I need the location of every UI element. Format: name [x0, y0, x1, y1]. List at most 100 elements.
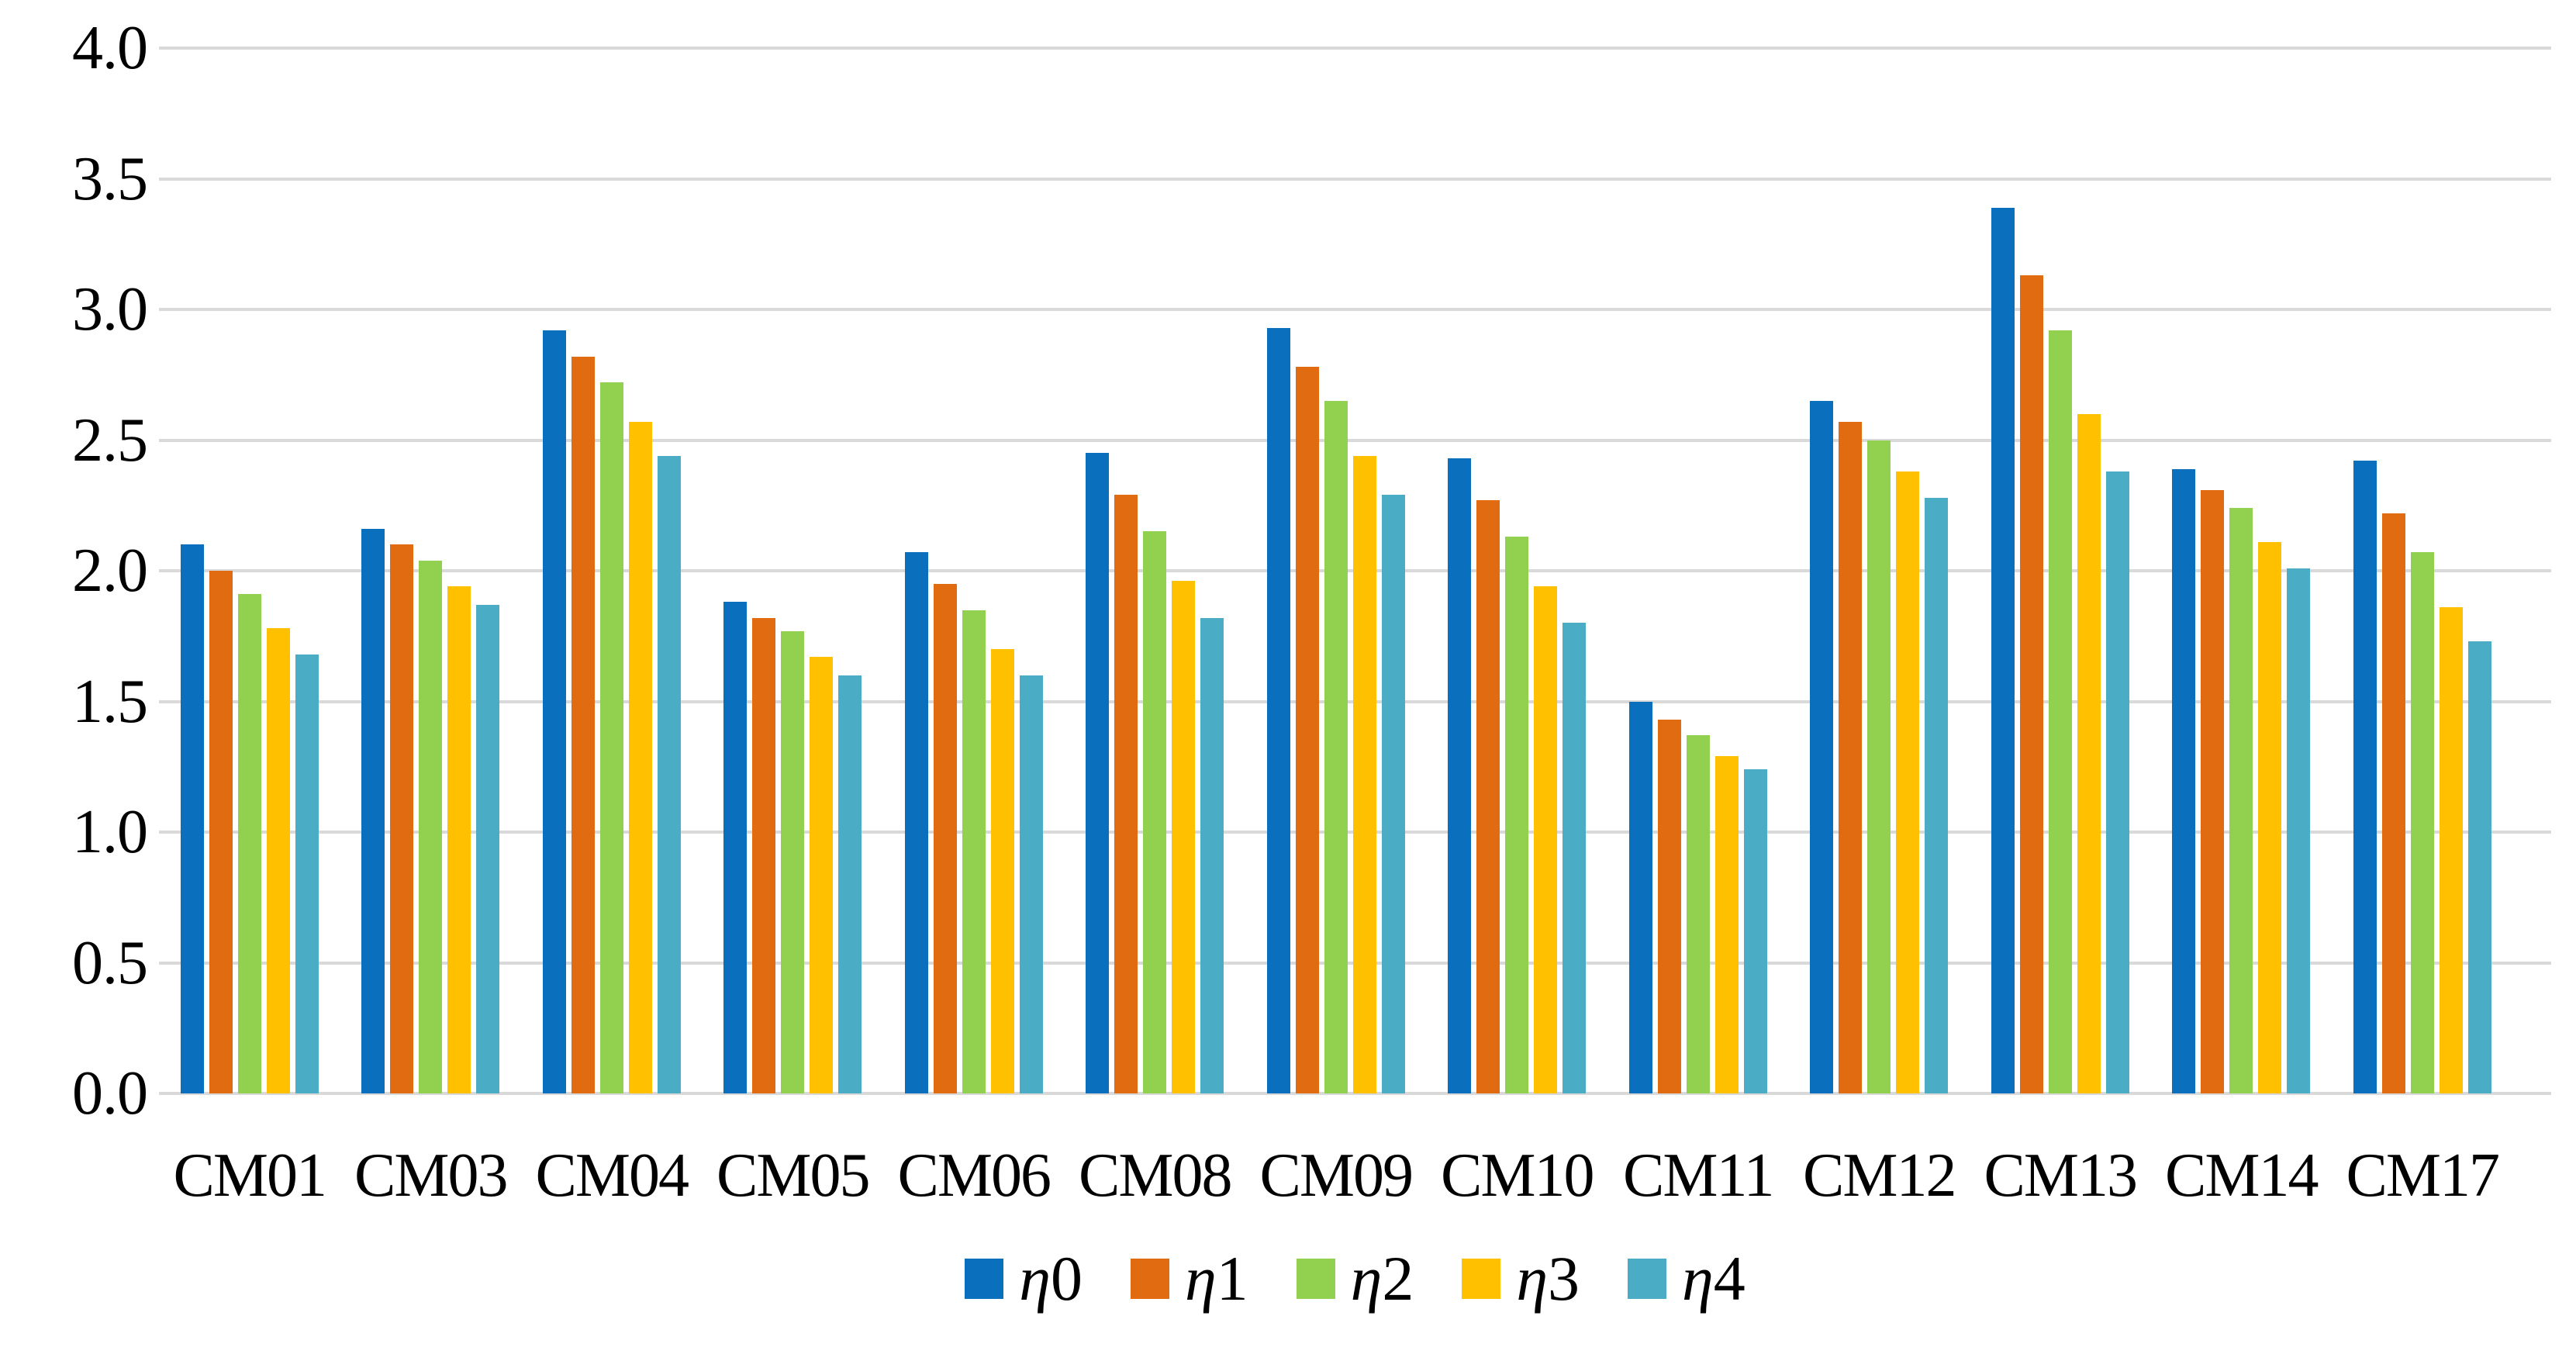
bar-CM05-η3 [810, 657, 834, 1093]
bar-CM08-η2 [1143, 531, 1167, 1093]
bar-CM08-η3 [1172, 581, 1196, 1093]
bar-CM11-η2 [1686, 735, 1710, 1093]
bar-CM13-η2 [2048, 330, 2072, 1093]
bar-CM13-η1 [2019, 275, 2043, 1093]
legend-label: η1 [1184, 1243, 1248, 1314]
x-tick-label-CM14: CM14 [2165, 1141, 2319, 1210]
bar-CM10-η4 [1563, 623, 1587, 1093]
bar-CM12-η3 [1896, 471, 1920, 1093]
bar-CM17-η2 [2410, 552, 2434, 1093]
bar-CM05-η2 [781, 630, 805, 1093]
bar-CM10-η3 [1534, 586, 1558, 1093]
bar-CM03-η1 [390, 544, 414, 1093]
bar-CM11-η0 [1628, 701, 1652, 1093]
bar-CM03-η0 [361, 529, 385, 1093]
bar-CM14-η1 [2201, 489, 2225, 1093]
bar-CM09-η3 [1352, 455, 1376, 1093]
bar-CM04-η4 [657, 455, 681, 1093]
legend-item-η4: η4 [1628, 1247, 1746, 1311]
legend-swatch-icon [1628, 1259, 1667, 1299]
bar-CM05-η4 [838, 675, 862, 1093]
bar-CM09-η0 [1266, 327, 1290, 1093]
bar-CM12-η0 [1810, 400, 1834, 1093]
bar-CM17-η3 [2439, 607, 2463, 1093]
legend-label: η0 [1019, 1243, 1083, 1314]
bar-CM05-η1 [752, 617, 776, 1093]
gridline-y-2.5 [159, 438, 2551, 442]
x-tick-label-CM13: CM13 [1984, 1141, 2138, 1210]
y-tick-label-4.0: 4.0 [72, 14, 148, 82]
bar-CM14-η3 [2258, 541, 2282, 1093]
bar-CM13-η0 [1991, 207, 2015, 1093]
bar-CM04-η2 [599, 382, 623, 1093]
bar-CM01-η1 [209, 571, 233, 1093]
bar-CM17-η4 [2467, 641, 2491, 1093]
bar-CM14-η4 [2287, 568, 2311, 1093]
bar-CM09-η4 [1381, 495, 1405, 1093]
bar-CM04-η3 [628, 421, 652, 1093]
bar-CM03-η2 [419, 560, 443, 1093]
bar-CM01-η3 [266, 628, 290, 1093]
y-tick-label-3.0: 3.0 [72, 275, 148, 344]
y-tick-label-2.5: 2.5 [72, 406, 148, 475]
bar-CM11-η1 [1657, 720, 1681, 1093]
x-tick-label-CM03: CM03 [354, 1141, 508, 1210]
bar-CM08-η4 [1200, 617, 1224, 1093]
legend-item-η1: η1 [1130, 1243, 1248, 1314]
y-tick-label-2.0: 2.0 [72, 537, 148, 605]
legend-swatch-icon [965, 1259, 1004, 1299]
bar-CM14-η2 [2229, 508, 2253, 1093]
x-tick-label-CM11: CM11 [1622, 1141, 1775, 1210]
x-tick-label-CM17: CM17 [2346, 1141, 2500, 1210]
bar-CM12-η2 [1867, 440, 1891, 1093]
bar-CM01-η4 [295, 654, 319, 1093]
legend-label: η2 [1350, 1243, 1414, 1314]
x-tick-label-CM01: CM01 [173, 1141, 327, 1210]
plot-area [159, 47, 2551, 1095]
chart-legend: η0 η1 η2 η3 η4 [159, 1247, 2551, 1311]
legend-swatch-icon [1462, 1259, 1501, 1299]
bar-CM06-η2 [962, 610, 986, 1093]
gridline-y-3.5 [159, 177, 2551, 181]
bar-CM12-η4 [1925, 497, 1949, 1093]
bar-CM03-η3 [447, 586, 471, 1093]
y-tick-label-3.5: 3.5 [72, 144, 148, 213]
bar-CM13-η3 [2077, 413, 2101, 1093]
bar-CM03-η4 [476, 604, 500, 1093]
legend-item-η3: η3 [1462, 1247, 1580, 1311]
bar-CM14-η0 [2172, 468, 2196, 1093]
legend-item-η0: η0 [965, 1247, 1083, 1311]
bar-CM01-η0 [180, 544, 204, 1093]
bar-CM11-η4 [1743, 769, 1767, 1093]
bar-CM09-η1 [1295, 367, 1319, 1093]
x-tick-label-CM09: CM09 [1259, 1141, 1414, 1210]
bar-CM17-η0 [2353, 461, 2377, 1093]
bar-CM10-η2 [1505, 537, 1529, 1093]
bar-CM10-η1 [1476, 500, 1500, 1093]
bar-CM06-η1 [933, 583, 957, 1093]
bar-CM01-η2 [237, 594, 261, 1093]
x-tick-label-CM10: CM10 [1441, 1141, 1594, 1210]
bar-CM06-η4 [1019, 675, 1043, 1093]
y-tick-label-0.5: 0.5 [72, 928, 148, 997]
bar-CM05-η0 [723, 602, 748, 1093]
bar-CM08-η0 [1086, 453, 1110, 1093]
legend-item-η2: η2 [1296, 1243, 1414, 1314]
y-tick-label-1.0: 1.0 [72, 798, 148, 866]
bar-CM04-η0 [542, 330, 566, 1093]
bar-CM13-η4 [2105, 471, 2129, 1093]
legend-swatch-icon [1296, 1259, 1335, 1299]
gridline-y-3.0 [159, 308, 2551, 311]
bar-CM06-η3 [990, 649, 1014, 1093]
gridline-y-4.0 [159, 47, 2551, 50]
legend-label: η4 [1682, 1243, 1746, 1314]
bar-CM10-η0 [1448, 458, 1472, 1093]
bar-CM04-η1 [571, 356, 595, 1093]
legend-label: η3 [1516, 1243, 1580, 1314]
y-tick-label-0.0: 0.0 [72, 1059, 148, 1128]
x-tick-label-CM06: CM06 [897, 1141, 1051, 1210]
bar-CM09-η2 [1324, 400, 1348, 1093]
x-tick-label-CM08: CM08 [1079, 1141, 1232, 1210]
bar-CM11-η3 [1714, 756, 1739, 1093]
